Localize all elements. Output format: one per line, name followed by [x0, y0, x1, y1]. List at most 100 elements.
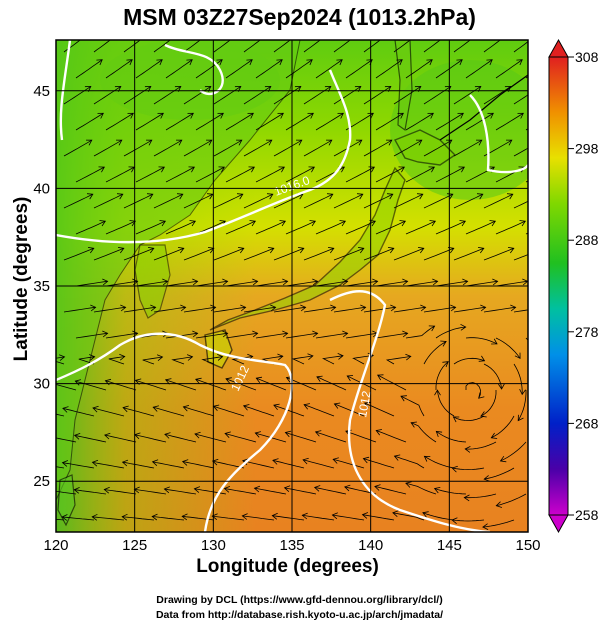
- streamline-arrowhead: [216, 59, 223, 66]
- streamline-arrowhead: [91, 459, 99, 467]
- streamline-arrowhead: [294, 85, 302, 92]
- streamline-arrowhead: [327, 247, 335, 254]
- streamline-arrowhead: [264, 85, 272, 92]
- streamline-arrowhead: [192, 278, 199, 286]
- streamline: [495, 59, 523, 79]
- streamline-arrowhead: [144, 33, 150, 38]
- streamline-arrowhead: [333, 402, 341, 409]
- streamline-arrowhead: [164, 378, 172, 385]
- streamline-arrowhead: [234, 85, 242, 92]
- streamline-arrowhead: [474, 33, 480, 38]
- streamline-arrowhead: [357, 247, 365, 254]
- streamline: [453, 247, 484, 261]
- streamline-arrowhead: [252, 330, 259, 338]
- streamline: [183, 306, 216, 313]
- streamline: [423, 306, 456, 313]
- streamline-arrowhead: [445, 139, 453, 146]
- streamline-arrowhead: [32, 515, 37, 521]
- streamline-arrowhead: [204, 33, 210, 38]
- streamline-arrowhead: [249, 220, 257, 227]
- streamline-arrowhead: [464, 446, 471, 453]
- streamline: [517, 390, 527, 421]
- streamline-arrowhead: [307, 112, 314, 119]
- streamline-arrowhead: [346, 375, 354, 382]
- streamline-arrowhead: [192, 330, 199, 338]
- streamline: [153, 247, 184, 261]
- streamline-arrowhead: [211, 513, 218, 521]
- streamline-arrowhead: [236, 193, 244, 200]
- streamline-arrowhead: [278, 166, 285, 173]
- streamline-arrowhead: [162, 278, 169, 286]
- streamline: [285, 166, 315, 183]
- streamline: [393, 139, 423, 157]
- streamline-arrowhead: [537, 194, 543, 199]
- streamline-arrowhead: [492, 278, 499, 286]
- streamline-arrowhead: [91, 513, 98, 521]
- isobar-north-blob: [164, 43, 224, 96]
- streamline: [525, 76, 528, 79]
- streamline: [56, 490, 77, 495]
- streamline-arrowhead: [59, 354, 66, 361]
- isobar-north-east: [469, 94, 528, 174]
- streamline-arrowhead: [85, 139, 93, 146]
- streamline: [171, 356, 193, 365]
- streamline: [272, 459, 305, 469]
- streamline-arrowhead: [396, 59, 403, 66]
- streamline: [333, 458, 365, 469]
- streamline-arrowhead: [539, 359, 545, 365]
- streamline-arrowhead: [99, 220, 107, 227]
- streamline: [423, 139, 453, 157]
- streamline-arrowhead: [174, 33, 180, 38]
- streamline-arrowhead: [361, 512, 369, 519]
- streamline: [123, 193, 153, 209]
- streamline-arrowhead: [414, 33, 420, 38]
- streamline: [393, 306, 426, 313]
- streamline-arrowhead: [114, 85, 122, 92]
- streamline-arrowhead: [145, 139, 153, 146]
- streamline: [243, 139, 273, 157]
- streamline: [314, 487, 347, 495]
- streamline-arrowhead: [375, 429, 382, 436]
- streamline-arrowhead: [387, 247, 395, 254]
- streamline: [302, 514, 335, 521]
- streamline-arrowhead: [534, 33, 540, 38]
- streamline-arrowhead: [223, 486, 231, 493]
- streamline: [63, 247, 94, 261]
- streamline: [105, 112, 134, 131]
- streamline: [153, 86, 182, 105]
- streamline: [484, 467, 515, 480]
- streamline: [393, 247, 424, 261]
- streamline: [213, 86, 242, 105]
- streamline: [122, 461, 155, 469]
- streamline: [56, 518, 65, 521]
- streamline: [423, 341, 447, 365]
- streamline-arrowhead: [476, 193, 484, 200]
- streamline-arrowhead: [457, 112, 464, 119]
- streamline: [165, 166, 195, 183]
- streamline-arrowhead: [478, 392, 485, 399]
- streamline-arrowhead: [535, 86, 541, 91]
- streamline: [135, 280, 168, 287]
- streamline-arrowhead: [176, 193, 184, 200]
- streamline: [213, 247, 244, 261]
- streamline: [273, 40, 291, 53]
- streamline-arrowhead: [505, 139, 513, 146]
- land-asia: [56, 40, 301, 501]
- streamline: [231, 356, 253, 365]
- streamline: [255, 220, 286, 235]
- streamline: [482, 519, 515, 528]
- streamline: [62, 462, 95, 469]
- streamline: [183, 139, 213, 157]
- streamline: [303, 86, 332, 105]
- streamline-arrowhead: [312, 278, 319, 286]
- streamline: [303, 139, 333, 157]
- colorbar-tick-label-288: 288: [575, 232, 599, 248]
- streamline-arrowhead: [104, 432, 111, 440]
- streamline-arrowhead: [303, 403, 310, 410]
- streamline-arrowhead: [480, 304, 487, 312]
- isobar-1012-east: [329, 290, 491, 532]
- streamline: [332, 514, 365, 521]
- streamline: [62, 516, 95, 521]
- streamline-arrowhead: [490, 432, 498, 439]
- streamline: [225, 332, 258, 339]
